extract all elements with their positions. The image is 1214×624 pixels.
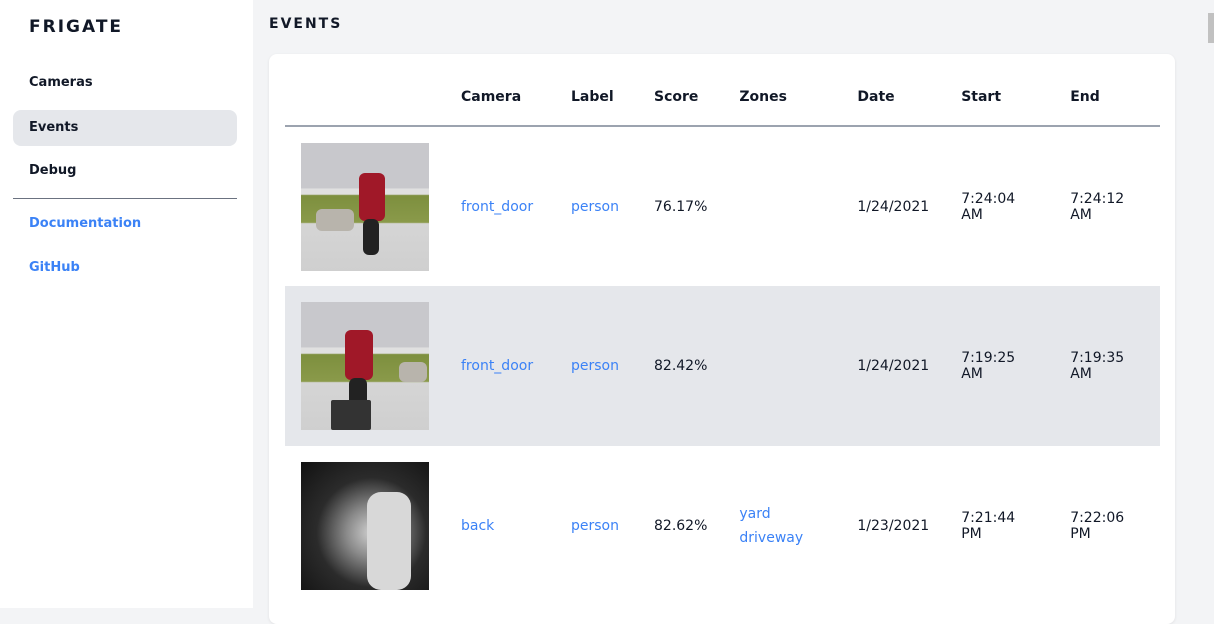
sidebar-item-debug[interactable]: Debug [29, 163, 77, 178]
end-time: 7:22:06 PM [1070, 510, 1125, 542]
label-link[interactable]: person [571, 518, 619, 534]
zone-link[interactable]: driveway [739, 530, 804, 546]
end-time: 7:19:35 AM [1054, 286, 1160, 446]
header-end: End [1054, 68, 1160, 127]
camera-link[interactable]: front_door [461, 198, 534, 215]
brand-logo[interactable]: FRIGATE [29, 17, 124, 37]
sidebar-item-events[interactable]: Events [13, 110, 237, 146]
sidebar-link-documentation[interactable]: Documentation [29, 216, 142, 231]
label-link[interactable]: person [555, 286, 638, 446]
event-thumbnail[interactable] [301, 302, 429, 430]
header-thumbnail [285, 68, 445, 127]
label-link[interactable]: person [571, 198, 619, 215]
camera-link[interactable]: front_door [445, 286, 555, 446]
date: 1/24/2021 [857, 198, 930, 215]
table-row[interactable]: back person 82.62% yard driveway 1/23/202… [285, 446, 1160, 606]
header-camera: Camera [445, 68, 555, 127]
header-score: Score [638, 68, 724, 127]
sidebar: FRIGATE Cameras Events Debug Documentati… [0, 0, 253, 608]
score: 76.17% [654, 198, 708, 215]
page-title: EVENTS [269, 16, 343, 32]
start-time: 7:21:44 PM [961, 510, 1016, 542]
zone-link[interactable]: yard [739, 506, 771, 522]
sidebar-divider [13, 198, 237, 199]
score: 82.62% [654, 518, 708, 534]
event-thumbnail[interactable] [301, 142, 429, 271]
date: 1/24/2021 [841, 286, 946, 446]
header-date: Date [841, 68, 946, 127]
events-card: Camera Label Score Zones Date Start End … [269, 54, 1175, 624]
camera-link[interactable]: back [461, 518, 495, 534]
scrollbar[interactable] [1207, 0, 1214, 608]
sidebar-item-cameras[interactable]: Cameras [29, 75, 93, 90]
date: 1/23/2021 [857, 518, 930, 534]
zones [723, 286, 842, 446]
zones [723, 126, 841, 286]
header-start: Start [945, 68, 1055, 127]
header-label: Label [555, 68, 638, 127]
sidebar-link-github[interactable]: GitHub [29, 260, 80, 275]
events-table: Camera Label Score Zones Date Start End … [285, 68, 1160, 606]
start-time: 7:19:25 AM [945, 286, 1055, 446]
score: 82.42% [638, 286, 724, 446]
scrollbar-thumb[interactable] [1208, 13, 1214, 43]
table-row[interactable]: front_door person 82.42% 1/24/2021 7:19:… [285, 286, 1160, 446]
event-thumbnail[interactable] [301, 462, 429, 590]
end-time: 7:24:12 AM [1070, 190, 1125, 223]
start-time: 7:24:04 AM [961, 190, 1016, 223]
zones: yard driveway [723, 446, 841, 606]
table-row[interactable]: front_door person 76.17% 1/24/2021 7:24:… [285, 126, 1160, 286]
header-zones: Zones [723, 68, 842, 127]
